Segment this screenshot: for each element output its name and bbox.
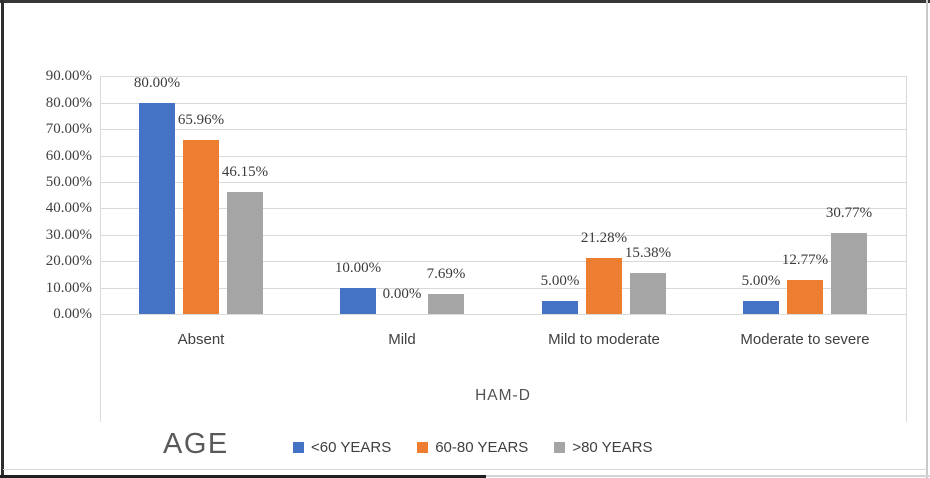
bar	[428, 294, 464, 314]
plot-area-border-right	[906, 76, 907, 422]
x-axis-category-label: Mild	[388, 331, 416, 348]
y-axis-tick-label: 0.00%	[53, 306, 92, 322]
y-axis-tick-label: 60.00%	[45, 148, 92, 164]
legend-label: <60 YEARS	[311, 439, 392, 456]
y-axis-tick-label: 90.00%	[45, 68, 92, 84]
legend-item: 60-80 YEARS	[417, 439, 528, 456]
x-axis-title: HAM-D	[475, 387, 531, 404]
legend-item: >80 YEARS	[554, 439, 653, 456]
legend: <60 YEARS 60-80 YEARS >80 YEARS	[293, 439, 653, 456]
y-axis-tick-label: 10.00%	[45, 280, 92, 296]
gridline	[100, 314, 906, 315]
bar	[139, 103, 175, 314]
bar-value-label: 7.69%	[426, 266, 466, 282]
footer-separator-line	[3, 469, 927, 470]
x-axis-category-label: Mild to moderate	[548, 331, 660, 348]
y-axis-tick-label: 70.00%	[45, 121, 92, 137]
y-axis-tick-label: 80.00%	[45, 95, 92, 111]
bar-value-label: 65.96%	[177, 112, 225, 128]
bar-value-label: 30.77%	[825, 205, 873, 221]
legend-label: 60-80 YEARS	[435, 439, 529, 456]
x-axis-category-label: Moderate to severe	[740, 331, 870, 348]
bar-value-label: 80.00%	[133, 75, 181, 91]
bar	[831, 233, 867, 314]
bar-value-label: 5.00%	[741, 273, 781, 289]
frame-border-bottom-dark	[0, 475, 486, 478]
age-axis-group-label: AGE	[163, 428, 229, 460]
bar-value-label: 0.00%	[382, 286, 422, 302]
bar	[586, 258, 622, 314]
bar-value-label: 12.77%	[781, 252, 829, 268]
bar-value-label: 15.38%	[624, 245, 672, 261]
y-axis-tick-label: 50.00%	[45, 174, 92, 190]
gridline	[100, 103, 906, 104]
bar	[183, 140, 219, 314]
gridline	[100, 261, 906, 262]
legend-swatch	[293, 442, 304, 453]
gridline	[100, 208, 906, 209]
gridline	[100, 182, 906, 183]
gridline	[100, 288, 906, 289]
bar	[227, 192, 263, 314]
y-axis-tick-label: 20.00%	[45, 253, 92, 269]
bar-value-label: 21.28%	[580, 230, 628, 246]
bar-value-label: 10.00%	[334, 260, 382, 276]
bar	[787, 280, 823, 314]
bar-value-label: 5.00%	[540, 273, 580, 289]
bar	[743, 301, 779, 314]
y-axis-tick-label: 30.00%	[45, 227, 92, 243]
legend-item: <60 YEARS	[293, 439, 391, 456]
gridline	[100, 156, 906, 157]
plot-area-border-left	[100, 76, 101, 422]
bar	[340, 288, 376, 314]
frame-border-left	[1, 0, 4, 478]
frame-border-top	[0, 0, 930, 3]
gridline	[100, 235, 906, 236]
legend-swatch	[554, 442, 566, 453]
frame-border-bottom-light	[486, 475, 930, 477]
bar	[542, 301, 578, 314]
gridline	[100, 76, 906, 77]
legend-label: >80 YEARS	[572, 439, 653, 456]
frame-border-right	[926, 0, 928, 478]
y-axis-tick-label: 40.00%	[45, 200, 92, 216]
gridline	[100, 129, 906, 130]
bar	[630, 273, 666, 314]
bar-value-label: 46.15%	[221, 164, 269, 180]
x-axis-category-label: Absent	[177, 331, 225, 348]
legend-swatch	[417, 442, 429, 453]
